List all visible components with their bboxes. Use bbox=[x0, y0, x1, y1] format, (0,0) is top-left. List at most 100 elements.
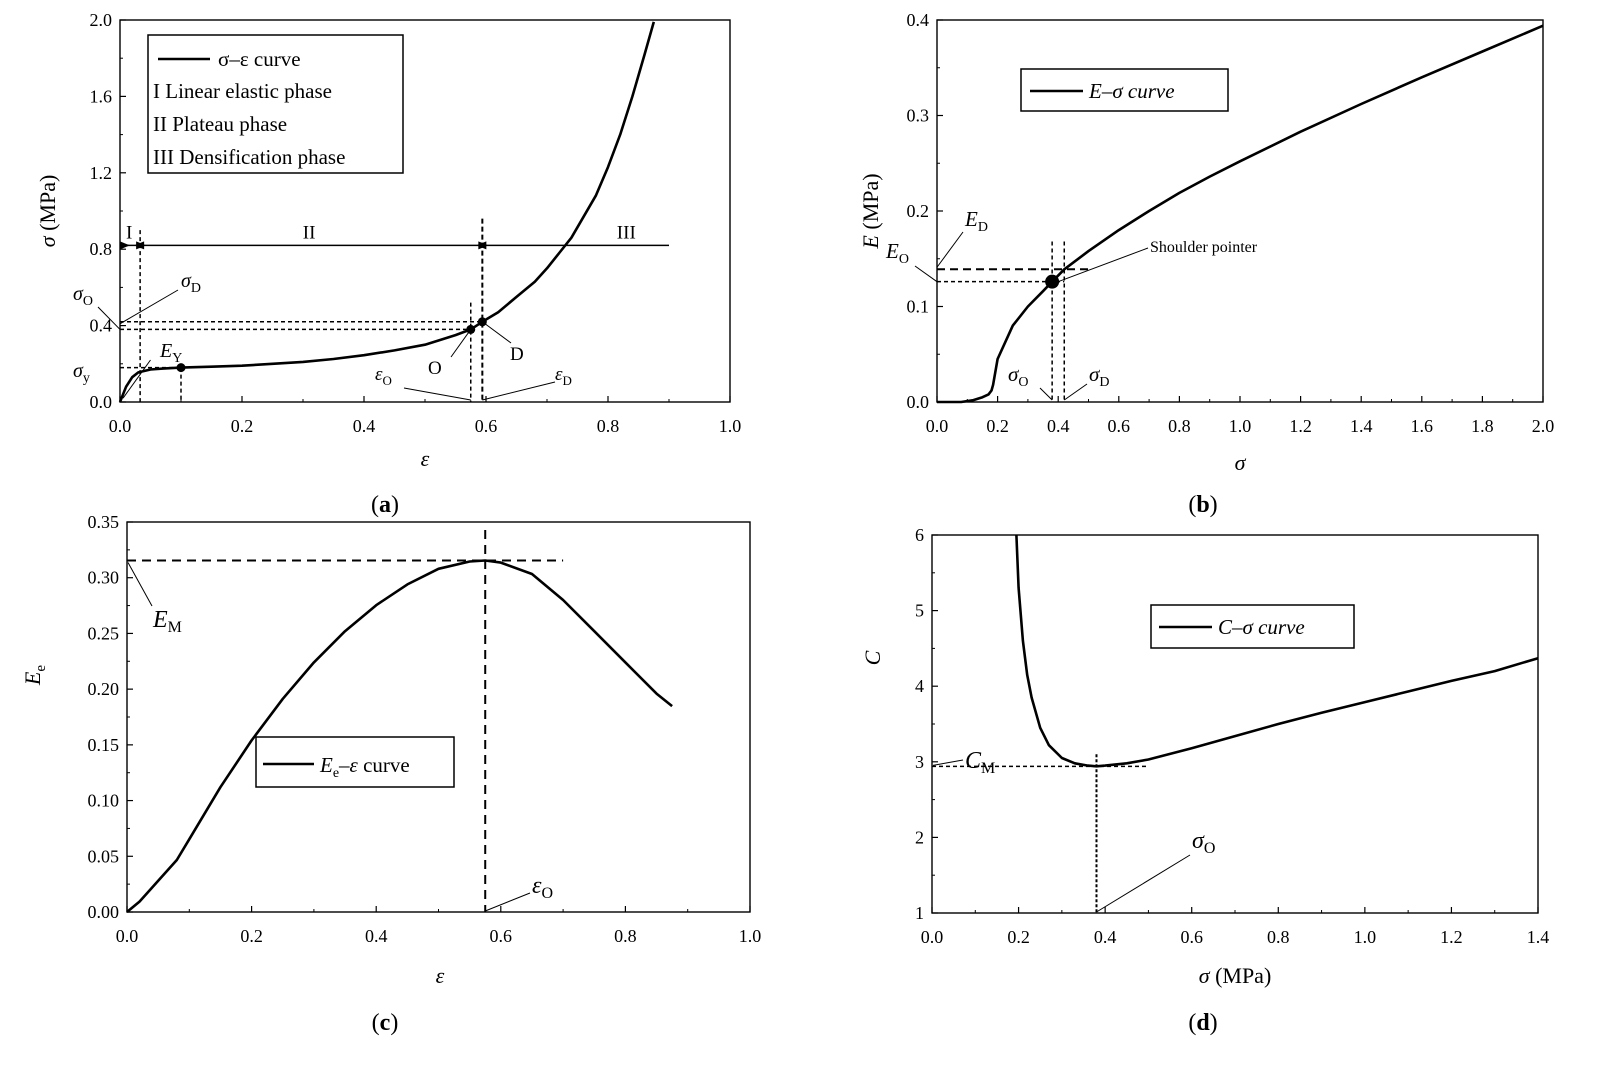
x-tick-label: 0.6 bbox=[1108, 416, 1131, 436]
y-tick-label: 0.25 bbox=[88, 623, 120, 643]
legend-item: E–σ curve bbox=[1088, 79, 1175, 103]
panel-label: (b) bbox=[1188, 492, 1217, 518]
x-tick-label: 0.2 bbox=[986, 416, 1009, 436]
leader-eps-D bbox=[482, 381, 556, 401]
leader-E-M bbox=[127, 562, 153, 607]
leader-sigma-O bbox=[1096, 854, 1191, 913]
series-line bbox=[937, 24, 1544, 404]
y-tick-label: 0.0 bbox=[907, 392, 930, 412]
leader-sigma-O bbox=[97, 306, 121, 330]
label-eps-O: εO bbox=[532, 873, 553, 902]
y-tick-label: 0.4 bbox=[907, 10, 930, 30]
legend-item: I Linear elastic phase bbox=[153, 79, 332, 103]
x-tick-label: 1.4 bbox=[1350, 416, 1373, 436]
x-tick-label: 2.0 bbox=[1532, 416, 1555, 436]
phase-label: II bbox=[303, 222, 316, 243]
panel-a: 0.0 0.2 0.4 0.6 0.8 1.0 0.0 0.4 0.8 1.2 1.6 2.0 ε σ (… bbox=[35, 10, 741, 518]
label-eps-D: εD bbox=[555, 364, 572, 388]
x-tick-label: 1.2 bbox=[1440, 927, 1463, 947]
y-axis-title: E (MPa) bbox=[858, 173, 883, 249]
leader-D bbox=[482, 321, 512, 344]
x-axis-title: σ bbox=[1235, 450, 1247, 475]
x-tick-label: 0.4 bbox=[1047, 416, 1070, 436]
x-tick-label: 0.8 bbox=[1267, 927, 1290, 947]
x-tick-label: 0.4 bbox=[1094, 927, 1117, 947]
series-line bbox=[1015, 534, 1539, 768]
phase-label: I bbox=[126, 222, 132, 243]
plot-frame bbox=[931, 534, 1539, 914]
panel-label: (a) bbox=[371, 492, 399, 518]
label-eps-O: εO bbox=[375, 364, 392, 388]
x-tick-label: 1.2 bbox=[1289, 416, 1312, 436]
x-axis-title: ε bbox=[421, 446, 430, 471]
leader-C-M bbox=[932, 759, 964, 766]
y-tick-label: 1 bbox=[915, 903, 924, 923]
y-tick-label: 0.20 bbox=[88, 679, 120, 699]
y-tick-label: 4 bbox=[915, 676, 924, 696]
y-tick-label: 1.2 bbox=[90, 163, 113, 183]
phase-label: III bbox=[617, 222, 636, 243]
y-tick-label: 0.05 bbox=[88, 846, 120, 866]
x-tick-label: 0.4 bbox=[365, 926, 388, 946]
arrow-head bbox=[120, 241, 130, 250]
y-tick-label: 0.10 bbox=[88, 791, 120, 811]
y-tick-label: 5 bbox=[915, 601, 924, 621]
x-tick-label: 0.4 bbox=[353, 416, 376, 436]
leader-eps-O bbox=[485, 892, 531, 912]
x-tick-label: 1.0 bbox=[1229, 416, 1252, 436]
x-tick-label: 0.6 bbox=[490, 926, 513, 946]
y-tick-label: 0.2 bbox=[907, 201, 930, 221]
label-E-Y: EY bbox=[159, 340, 182, 366]
x-tick-label: 0.0 bbox=[116, 926, 139, 946]
y-tick-label: 0.8 bbox=[90, 239, 113, 259]
x-tick-label: 0.0 bbox=[921, 927, 944, 947]
x-axis-title: ε bbox=[436, 963, 445, 988]
tangent-EY bbox=[122, 359, 151, 399]
y-tick-label: 1.6 bbox=[90, 86, 113, 106]
x-tick-label: 0.0 bbox=[926, 416, 949, 436]
label-sigma-O: σO bbox=[73, 283, 93, 309]
x-tick-label: 1.0 bbox=[719, 416, 742, 436]
x-tick-label: 0.6 bbox=[475, 416, 498, 436]
label-sigma-D: σD bbox=[181, 270, 201, 296]
legend-item: C–σ curve bbox=[1218, 615, 1305, 639]
x-tick-label: 1.6 bbox=[1411, 416, 1434, 436]
x-tick-label: 0.2 bbox=[1007, 927, 1030, 947]
leader-sigma-D bbox=[1063, 383, 1088, 401]
label-sigma-y: σy bbox=[73, 360, 90, 386]
legend-item: III Densification phase bbox=[153, 145, 345, 169]
x-tick-label: 0.8 bbox=[614, 926, 637, 946]
leader-E-O bbox=[914, 265, 938, 283]
y-tick-label: 2.0 bbox=[90, 10, 113, 30]
x-tick-label: 1.0 bbox=[739, 926, 762, 946]
y-tick-label: 0.30 bbox=[88, 568, 120, 588]
leader-eps-O bbox=[403, 387, 471, 401]
label-E-O: EO bbox=[885, 239, 909, 267]
label-sigma-D: σD bbox=[1089, 362, 1109, 390]
label-shoulder: Shoulder pointer bbox=[1150, 239, 1258, 256]
series-line bbox=[118, 21, 656, 403]
series-line bbox=[126, 559, 673, 913]
panel-b: 0.0 0.2 0.4 0.6 0.8 1.0 1.2 1.4 1.6 1.8 2.0 0.0 0.1 0… bbox=[858, 10, 1554, 518]
shoulder-point bbox=[1045, 274, 1060, 289]
x-tick-label: 0.2 bbox=[240, 926, 263, 946]
x-tick-label: 0.8 bbox=[1168, 416, 1191, 436]
label-E-D: ED bbox=[964, 207, 988, 235]
label-E-M: EM bbox=[152, 607, 182, 636]
label-O: O bbox=[428, 358, 442, 379]
x-tick-label: 1.0 bbox=[1354, 927, 1377, 947]
arrow-head bbox=[136, 241, 147, 250]
point-marker bbox=[176, 363, 186, 373]
y-tick-label: 0.3 bbox=[907, 106, 930, 126]
label-D: D bbox=[510, 344, 524, 365]
panel-c: 0.0 0.2 0.4 0.6 0.8 1.0 0.00 0.05 0.10 0.15 0.20 0.… bbox=[20, 512, 761, 1036]
legend-item: Ee–ε curve bbox=[319, 753, 410, 781]
label-C-M: CM bbox=[965, 748, 995, 777]
x-tick-label: 0.6 bbox=[1180, 927, 1203, 947]
legend-box bbox=[255, 736, 455, 788]
leader-O bbox=[450, 329, 472, 358]
y-tick-label: 0.4 bbox=[90, 316, 113, 336]
label-sigma-O: σO bbox=[1008, 362, 1028, 390]
y-tick-label: 0.35 bbox=[88, 512, 120, 532]
